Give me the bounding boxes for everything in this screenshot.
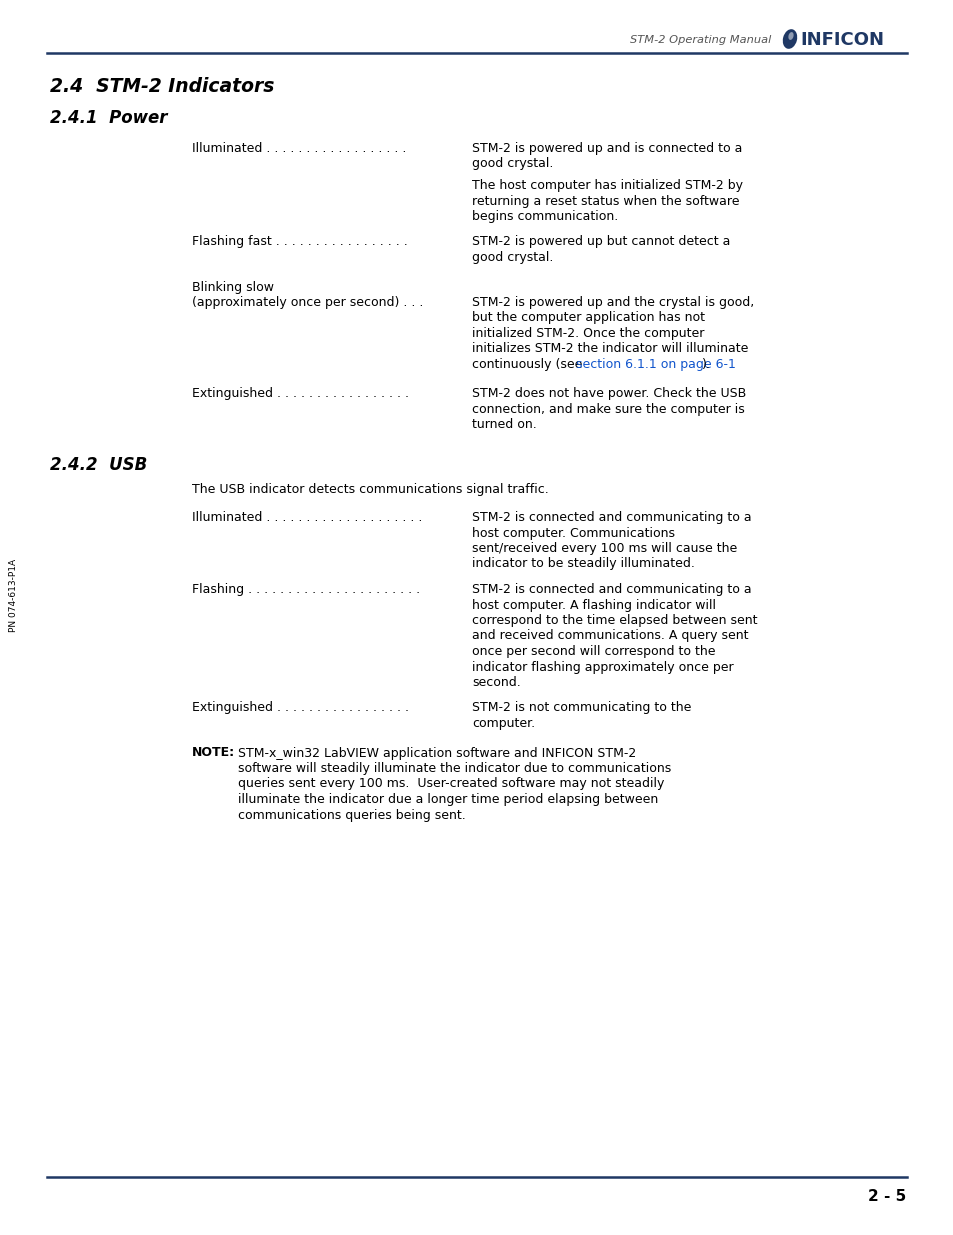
- Text: queries sent every 100 ms.  User-created software may not steadily: queries sent every 100 ms. User-created …: [237, 778, 663, 790]
- Text: sent/received every 100 ms will cause the: sent/received every 100 ms will cause th…: [472, 542, 737, 555]
- Text: Blinking slow: Blinking slow: [192, 280, 274, 294]
- Text: connection, and make sure the computer is: connection, and make sure the computer i…: [472, 403, 744, 416]
- Text: STM-x_win32 LabVIEW application software and INFICON STM-2: STM-x_win32 LabVIEW application software…: [237, 746, 636, 760]
- Text: STM-2 is powered up and the crystal is good,: STM-2 is powered up and the crystal is g…: [472, 296, 754, 309]
- Text: STM-2 does not have power. Check the USB: STM-2 does not have power. Check the USB: [472, 388, 745, 400]
- Text: correspond to the time elapsed between sent: correspond to the time elapsed between s…: [472, 614, 757, 627]
- Text: STM-2 is not communicating to the: STM-2 is not communicating to the: [472, 701, 691, 715]
- Text: initializes STM-2 the indicator will illuminate: initializes STM-2 the indicator will ill…: [472, 342, 747, 356]
- Text: NOTE:: NOTE:: [192, 746, 234, 760]
- Text: Extinguished . . . . . . . . . . . . . . . . .: Extinguished . . . . . . . . . . . . . .…: [192, 701, 409, 715]
- Text: but the computer application has not: but the computer application has not: [472, 311, 704, 325]
- Text: good crystal.: good crystal.: [472, 251, 553, 264]
- Text: 2.4  STM-2 Indicators: 2.4 STM-2 Indicators: [50, 77, 274, 96]
- Text: Illuminated . . . . . . . . . . . . . . . . . .: Illuminated . . . . . . . . . . . . . . …: [192, 142, 406, 156]
- Text: Illuminated . . . . . . . . . . . . . . . . . . . .: Illuminated . . . . . . . . . . . . . . …: [192, 511, 422, 524]
- Text: INFICON: INFICON: [800, 31, 883, 49]
- Text: continuously (see: continuously (see: [472, 358, 586, 370]
- Text: Flashing . . . . . . . . . . . . . . . . . . . . . .: Flashing . . . . . . . . . . . . . . . .…: [192, 583, 419, 597]
- Text: returning a reset status when the software: returning a reset status when the softwa…: [472, 194, 739, 207]
- Text: STM-2 is powered up and is connected to a: STM-2 is powered up and is connected to …: [472, 142, 741, 156]
- Text: STM-2 is powered up but cannot detect a: STM-2 is powered up but cannot detect a: [472, 236, 730, 248]
- Text: The host computer has initialized STM-2 by: The host computer has initialized STM-2 …: [472, 179, 742, 191]
- Text: 2.4.1  Power: 2.4.1 Power: [50, 109, 168, 127]
- Text: indicator flashing approximately once per: indicator flashing approximately once pe…: [472, 661, 733, 673]
- Text: host computer. Communications: host computer. Communications: [472, 526, 675, 540]
- Text: STM-2 is connected and communicating to a: STM-2 is connected and communicating to …: [472, 583, 751, 597]
- Text: once per second will correspond to the: once per second will correspond to the: [472, 645, 715, 658]
- Text: ).: ).: [701, 358, 710, 370]
- Text: computer.: computer.: [472, 718, 535, 730]
- Text: illuminate the indicator due a longer time period elapsing between: illuminate the indicator due a longer ti…: [237, 793, 658, 806]
- Text: indicator to be steadily illuminated.: indicator to be steadily illuminated.: [472, 557, 694, 571]
- Ellipse shape: [787, 32, 793, 40]
- Text: Extinguished . . . . . . . . . . . . . . . . .: Extinguished . . . . . . . . . . . . . .…: [192, 388, 409, 400]
- Text: begins communication.: begins communication.: [472, 210, 618, 224]
- Text: 2.4.2  USB: 2.4.2 USB: [50, 456, 147, 474]
- Text: Flashing fast . . . . . . . . . . . . . . . . .: Flashing fast . . . . . . . . . . . . . …: [192, 236, 407, 248]
- Text: (approximately once per second) . . .: (approximately once per second) . . .: [192, 296, 423, 309]
- Text: software will steadily illuminate the indicator due to communications: software will steadily illuminate the in…: [237, 762, 671, 776]
- Text: turned on.: turned on.: [472, 419, 537, 431]
- Text: STM-2 Operating Manual: STM-2 Operating Manual: [629, 35, 770, 44]
- Text: STM-2 is connected and communicating to a: STM-2 is connected and communicating to …: [472, 511, 751, 524]
- Text: 2 - 5: 2 - 5: [867, 1189, 905, 1204]
- Text: initialized STM-2. Once the computer: initialized STM-2. Once the computer: [472, 327, 703, 340]
- Text: and received communications. A query sent: and received communications. A query sen…: [472, 630, 748, 642]
- Text: second.: second.: [472, 676, 520, 689]
- Text: section 6.1.1 on page 6-1: section 6.1.1 on page 6-1: [576, 358, 735, 370]
- Ellipse shape: [782, 30, 797, 49]
- Text: The USB indicator detects communications signal traffic.: The USB indicator detects communications…: [192, 483, 548, 496]
- Text: good crystal.: good crystal.: [472, 158, 553, 170]
- Text: communications queries being sent.: communications queries being sent.: [237, 809, 465, 821]
- Text: PN 074-613-P1A: PN 074-613-P1A: [10, 558, 18, 631]
- Text: host computer. A flashing indicator will: host computer. A flashing indicator will: [472, 599, 716, 611]
